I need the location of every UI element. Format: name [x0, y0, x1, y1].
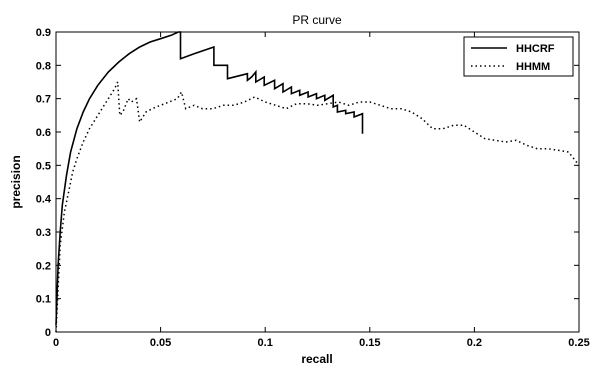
series-lines: [55, 31, 580, 333]
legend-label-hhmm: HHMM: [516, 61, 550, 73]
y-tick-label: 0.9: [36, 27, 51, 39]
plot-area: [55, 31, 580, 333]
y-tick-label: 0: [45, 327, 51, 339]
y-tick-label: 0.6: [36, 127, 51, 139]
y-tick-label: 0.4: [36, 194, 52, 206]
chart-title: PR curve: [292, 13, 342, 27]
y-tick-label: 0.1: [36, 294, 51, 306]
series-line-hhcrf: [55, 31, 364, 326]
x-tick-label: 0.05: [150, 337, 171, 349]
y-tick-label: 0.7: [36, 94, 51, 106]
axis-ticks: 0 0.05 0.1 0.15 0.2 0.25 0 0.1 0.2 0.3 0.4 0.5 0.6 0.…: [36, 27, 590, 349]
x-axis-title: recall: [301, 352, 332, 366]
legend: HHCRF HHMM: [463, 36, 574, 77]
y-axis-title: precision: [9, 155, 23, 208]
x-tick-label: 0.15: [359, 337, 380, 349]
series-line-hhmm: [55, 81, 580, 333]
x-tick-label: 0.25: [568, 337, 589, 349]
legend-box: [463, 36, 574, 77]
x-tick-label: 0.1: [258, 337, 273, 349]
legend-label-hhcrf: HHCRF: [516, 43, 555, 55]
y-tick-label: 0.2: [36, 260, 51, 272]
y-tick-label: 0.8: [36, 60, 51, 72]
y-tick-label: 0.5: [36, 160, 51, 172]
x-tick-label: 0.2: [467, 337, 482, 349]
x-tick-label: 0: [53, 337, 59, 349]
y-tick-label: 0.3: [36, 227, 51, 239]
